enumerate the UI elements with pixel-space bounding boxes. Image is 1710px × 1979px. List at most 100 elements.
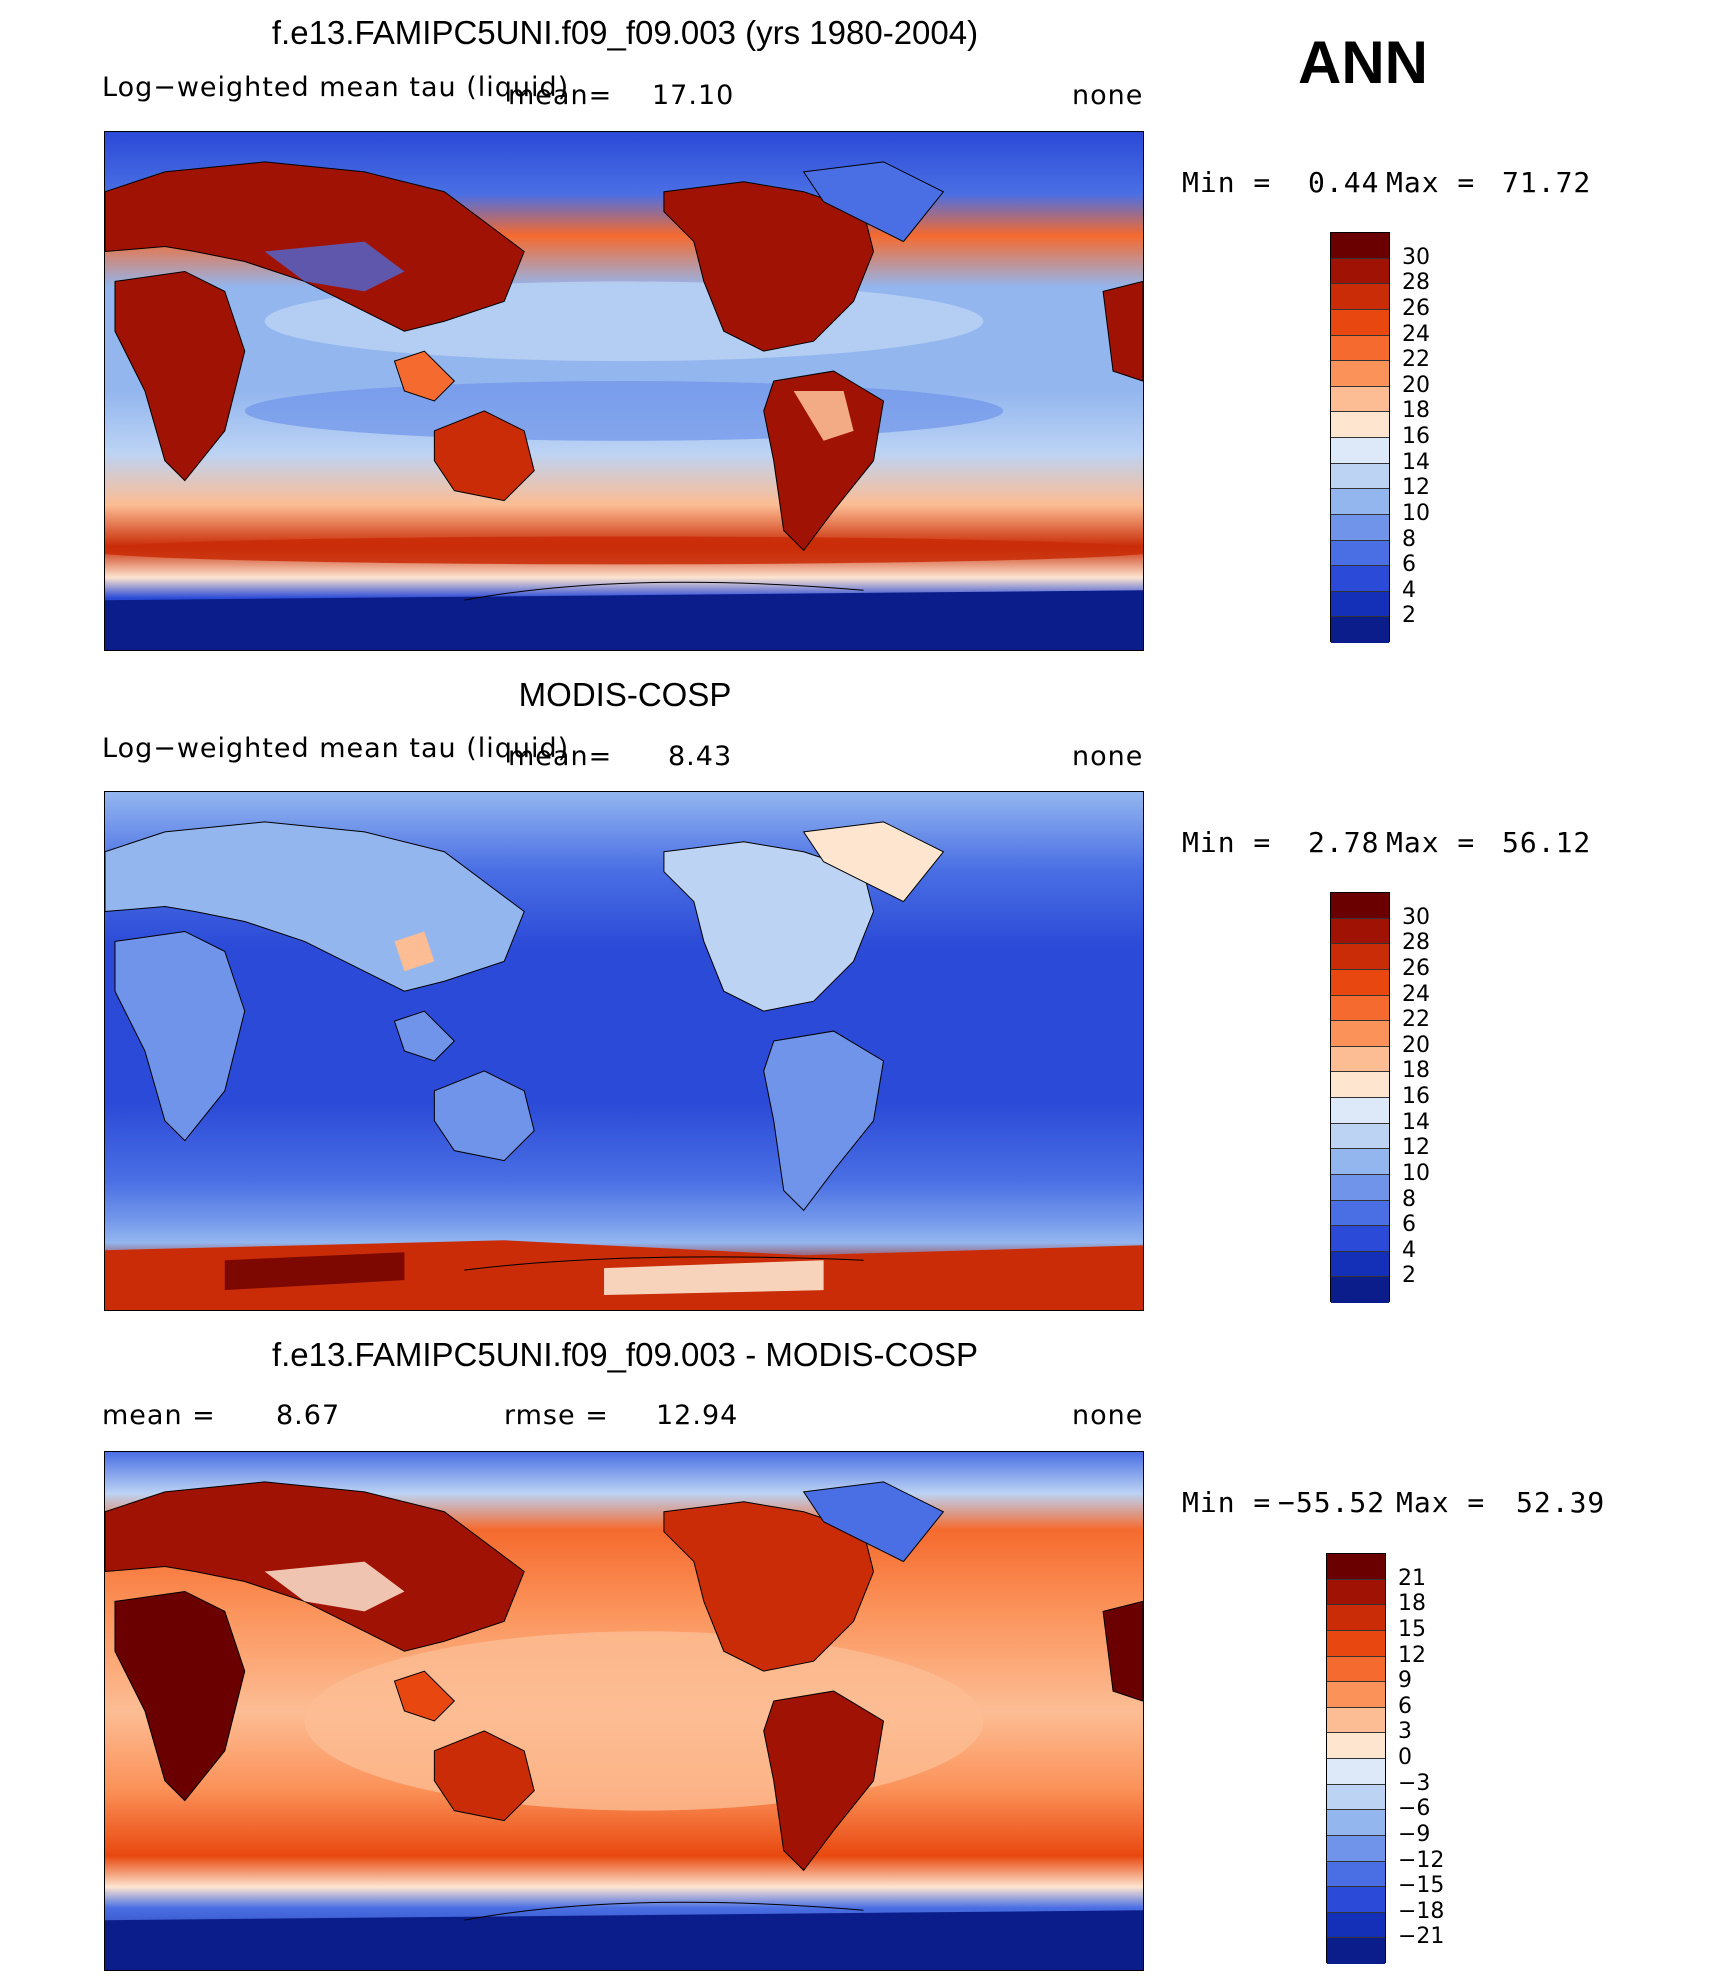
panel-units-diff: none [1072, 1400, 1144, 1431]
panel-mean-value-diff: 8.67 [276, 1400, 341, 1431]
colorbar-segment [1331, 944, 1389, 970]
colorbar-segment [1331, 335, 1389, 362]
colorbar-tick-label: 22 [1402, 347, 1430, 373]
colorbar-tick-label: 6 [1402, 1212, 1416, 1238]
colorbar-segment [1331, 1277, 1389, 1303]
colorbar-segment [1327, 1605, 1385, 1631]
colorbar-segment [1327, 1682, 1385, 1708]
colorbar-segment [1327, 1579, 1385, 1606]
colorbar-tick-label: 30 [1402, 904, 1430, 930]
colorbar-tick-label: 21 [1398, 1565, 1426, 1591]
colorbar-tick-label: 12 [1402, 475, 1430, 501]
colorbar-tick-label: 2 [1402, 1263, 1416, 1289]
colorbar-segment [1331, 284, 1389, 310]
colorbar-segment [1327, 1554, 1385, 1580]
panel-mean-label-model: mean= [508, 80, 613, 111]
colorbar-segment [1331, 1226, 1389, 1252]
panel-title-diff: f.e13.FAMIPC5UNI.f09_f09.003 - MODIS-COS… [271, 1336, 979, 1373]
colorbar-segment [1331, 412, 1389, 438]
colorbar-segment [1327, 1912, 1385, 1939]
colorbar-obs [1330, 892, 1390, 1303]
colorbar-tick-label: 18 [1402, 1058, 1430, 1084]
colorbar-segment [1331, 1072, 1389, 1098]
panel-min-label-model: Min = [1182, 166, 1272, 199]
colorbar-segment [1331, 1200, 1389, 1227]
colorbar-segment [1331, 969, 1389, 996]
panel-max-value-diff: 52.39 [1516, 1486, 1606, 1519]
panel-title-obs: MODIS-COSP [518, 676, 732, 713]
colorbar-segment [1327, 1861, 1385, 1888]
colorbar-segment [1327, 1887, 1385, 1913]
colorbar-tick-label: 26 [1402, 295, 1430, 321]
panel-title-model: f.e13.FAMIPC5UNI.f09_f09.003 (yrs 1980-2… [271, 14, 979, 51]
colorbar-segment [1331, 309, 1389, 336]
colorbar-segment [1331, 1046, 1389, 1073]
colorbar-segment [1327, 1656, 1385, 1683]
colorbar-segment [1327, 1938, 1385, 1964]
colorbar-tick-label: 30 [1402, 244, 1430, 270]
colorbar-segment [1331, 566, 1389, 592]
season-label: ANN [1298, 29, 1428, 96]
panel-rmse-label-diff: rmse = [504, 1400, 609, 1431]
panel-max-label-obs: Max = [1386, 826, 1476, 859]
colorbar-tick-label: −3 [1398, 1770, 1431, 1796]
colorbar-tick-label: 0 [1398, 1745, 1412, 1770]
panel-max-label-diff: Max = [1396, 1486, 1486, 1519]
colorbar-tick-label: 10 [1402, 1160, 1430, 1186]
colorbar-tick-label: −9 [1398, 1821, 1431, 1847]
panel-min-label-diff: Min = [1182, 1486, 1272, 1519]
colorbar-tick-label: 20 [1402, 1032, 1430, 1058]
panel-min-value-model: 0.44 [1308, 166, 1380, 199]
colorbar-segment [1331, 1251, 1389, 1278]
colorbar-tick-label: 8 [1402, 1186, 1416, 1212]
colorbar-segment [1331, 1098, 1389, 1124]
colorbar-diff [1326, 1553, 1386, 1964]
colorbar-segment [1331, 918, 1389, 945]
colorbar-tick-label: 10 [1402, 500, 1430, 526]
colorbar-tick-label: 22 [1402, 1007, 1430, 1033]
colorbar-segment [1331, 438, 1389, 464]
colorbar-tick-label: 4 [1402, 1237, 1416, 1263]
colorbar-segment [1331, 514, 1389, 541]
colorbar-tick-label: 2 [1402, 603, 1416, 629]
colorbar-segment [1331, 617, 1389, 643]
panel-min-value-diff: −55.52 [1278, 1486, 1386, 1519]
panel-max-label-model: Max = [1386, 166, 1476, 199]
colorbar-tick-label: 15 [1398, 1616, 1426, 1642]
colorbar-segment [1331, 361, 1389, 387]
colorbar-segment [1331, 995, 1389, 1022]
colorbar-tick-label: 3 [1398, 1719, 1412, 1745]
panel-variable-label-model: Log−weighted mean tau (liquid) [102, 72, 570, 103]
colorbar-tick-label: 24 [1402, 981, 1430, 1007]
colorbar-segment [1327, 1759, 1385, 1785]
colorbar-tick-label: −12 [1398, 1847, 1445, 1873]
colorbar-segment [1327, 1835, 1385, 1862]
colorbar-segment [1327, 1630, 1385, 1657]
colorbar-segment [1331, 893, 1389, 919]
colorbar-tick-label: 4 [1402, 577, 1416, 603]
colorbar-tick-label: 14 [1402, 449, 1430, 475]
colorbar-segment [1331, 386, 1389, 413]
colorbar-segment [1331, 233, 1389, 259]
colorbar-segment [1331, 489, 1389, 515]
panel-mean-label-obs: mean= [508, 741, 613, 772]
colorbar-tick-label: −15 [1398, 1873, 1445, 1899]
colorbar-segment [1331, 1123, 1389, 1150]
panel-min-label-obs: Min = [1182, 826, 1272, 859]
colorbar-segment [1327, 1707, 1385, 1734]
panel-min-value-obs: 2.78 [1308, 826, 1380, 859]
panel-mean-value-model: 17.10 [652, 80, 735, 111]
colorbar-tick-label: −21 [1398, 1924, 1445, 1950]
panel-max-value-obs: 56.12 [1502, 826, 1592, 859]
panel-mean-value-obs: 8.43 [668, 741, 733, 772]
panel-units-obs: none [1072, 741, 1144, 772]
colorbar-tick-label: 16 [1402, 424, 1430, 449]
colorbar-tick-label: 12 [1398, 1642, 1426, 1668]
colorbar-tick-label: 6 [1398, 1693, 1412, 1719]
panel-units-model: none [1072, 80, 1144, 111]
colorbar-tick-label: −18 [1398, 1898, 1445, 1924]
colorbar-segment [1331, 258, 1389, 285]
colorbar-segment [1331, 463, 1389, 490]
map-panel-diff [104, 1451, 1144, 1971]
colorbar-segment [1331, 1149, 1389, 1175]
